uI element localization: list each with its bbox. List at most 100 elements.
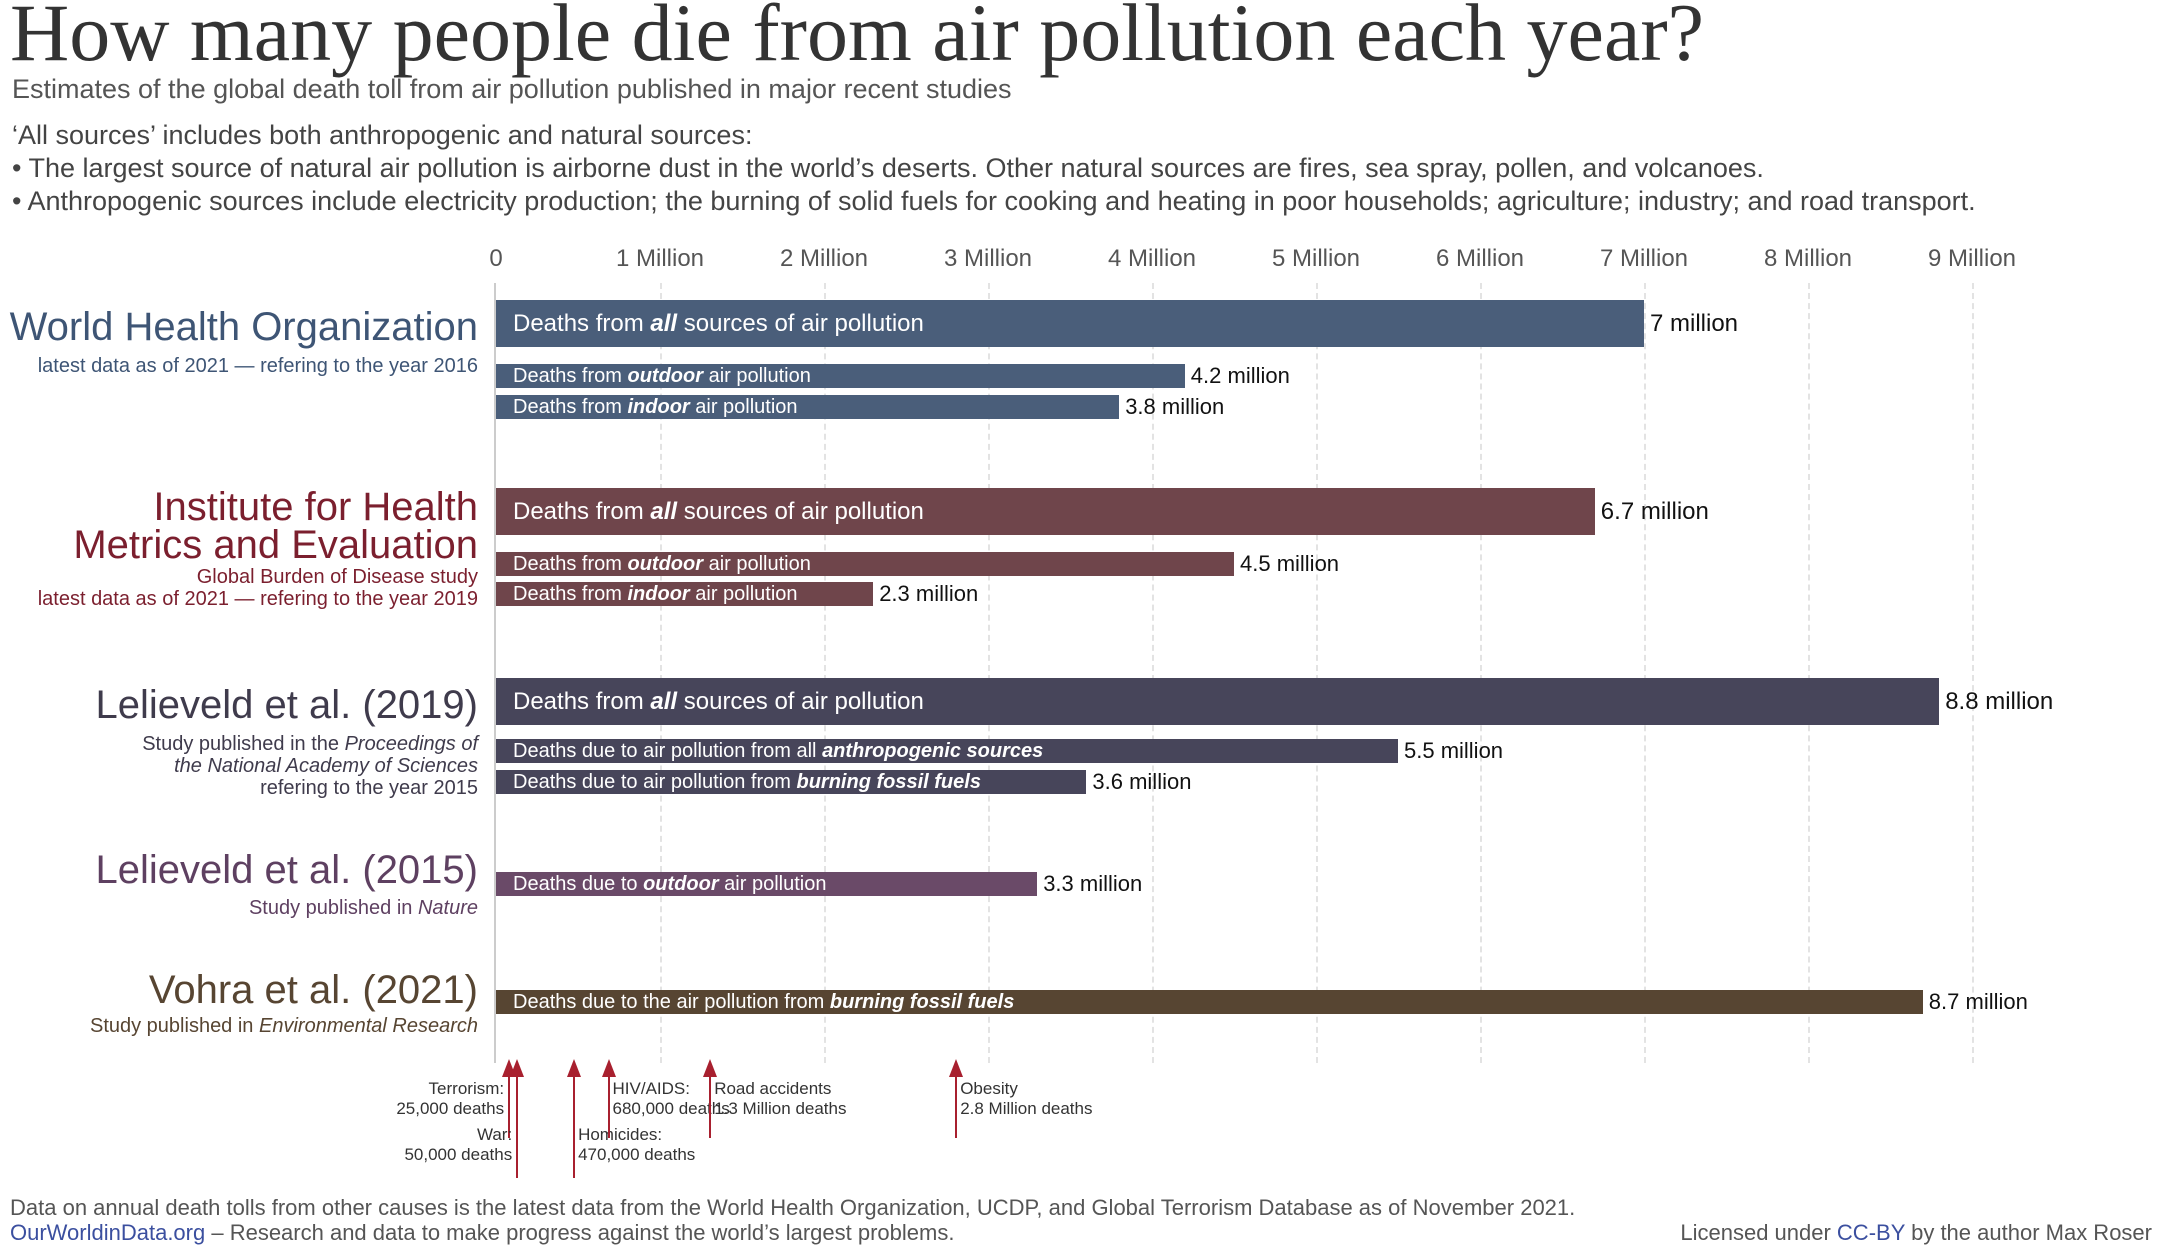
bar-label-emphasis: burning fossil fuels [829,990,1015,1013]
group-subtitle: Study published in Nature [249,897,478,920]
gridline [824,283,826,1063]
gridline [1808,283,1810,1063]
note-line: • Anthropogenic sources include electric… [12,186,1976,216]
reference-arrow [573,1073,576,1178]
chart-subtitle: Estimates of the global death toll from … [12,74,1012,104]
data-bar[interactable]: Deaths due to outdoor air pollution [496,872,1038,896]
reference-deaths: 1.3 Million deaths [714,1099,847,1118]
license-post: by the author Max Roser [1904,1220,2152,1245]
bar-label-text: sources of air pollution [677,309,924,337]
bar-label-text: Deaths due to air pollution from [513,770,797,793]
source-note: Data on annual death tolls from other ca… [10,1195,1576,1220]
gridline [1480,283,1482,1063]
value-label: 5.5 million [1404,738,1504,764]
bar-label-text: Deaths from [513,497,651,525]
bar-label-text: air pollution [703,364,811,387]
data-bar[interactable]: Deaths from all sources of air pollution [496,300,1644,347]
data-bar[interactable]: Deaths due to air pollution from burning… [496,770,1087,794]
gridline [1972,283,1974,1063]
group-subtitle: the National Academy of Sciences [174,755,478,778]
bar-label-emphasis: all [650,309,678,337]
data-bar[interactable]: Deaths from outdoor air pollution [496,364,1185,388]
note-line: ‘All sources’ includes both anthropogeni… [12,120,753,150]
owid-link[interactable]: OurWorldinData.org [10,1220,206,1245]
bar-label-text: Deaths due to air pollution from all [513,739,823,762]
value-label: 7 million [1650,309,1739,337]
bar-label-emphasis: outdoor [627,552,704,575]
bar-label-text: sources of air pollution [677,687,924,715]
reference-label: Homicides: 470,000 deaths [578,1125,695,1165]
data-bar[interactable]: Deaths due to the air pollution from bur… [496,990,1923,1014]
reference-deaths: 680,000 deaths [612,1099,730,1118]
value-label: 8.7 million [1928,989,2028,1015]
x-tick-label: 7 Million [1599,245,1689,272]
data-bar[interactable]: Deaths from indoor air pollution [496,395,1120,419]
bar-label-text: Deaths from [513,687,651,715]
reference-name: Homicides: [578,1125,663,1144]
reference-label: Obesity 2.8 Million deaths [960,1079,1092,1119]
x-tick-label: 5 Million [1271,245,1361,272]
reference-label: Terrorism: 25,000 deaths [396,1079,504,1119]
data-bar[interactable]: Deaths from outdoor air pollution [496,552,1234,576]
group-title: Institute for Health [153,485,478,529]
group-subtitle: Study published in Environmental Researc… [90,1015,478,1038]
data-bar[interactable]: Deaths from all sources of air pollution [496,488,1595,535]
reference-deaths: 50,000 deaths [404,1145,513,1164]
x-tick-label: 8 Million [1763,245,1853,272]
value-label: 2.3 million [879,581,979,607]
x-tick-label: 1 Million [615,245,705,272]
value-label: 3.6 million [1092,769,1192,795]
bar-label-text: Deaths from [513,309,651,337]
reference-label: War: 50,000 deaths [404,1125,512,1165]
reference-arrow [516,1073,519,1178]
bar-label-text: Deaths from [513,364,628,387]
data-bar[interactable]: Deaths due to air pollution from all ant… [496,739,1398,763]
x-tick-label: 2 Million [779,245,869,272]
value-label: 6.7 million [1600,497,1709,525]
bar-label-emphasis: burning fossil fuels [796,770,981,793]
group-title: Vohra et al. (2021) [148,968,478,1012]
subtitle-text: Study published in the [142,733,345,755]
reference-deaths: 2.8 Million deaths [960,1099,1093,1118]
bar-label-text: Deaths from [513,395,628,418]
data-bar[interactable]: Deaths from all sources of air pollution [496,678,1940,725]
gridline [1152,283,1154,1063]
bar-label-emphasis: indoor [627,582,690,605]
note-line: • The largest source of natural air poll… [12,153,1764,183]
bar-label-emphasis: indoor [627,395,690,418]
reference-arrow [508,1073,511,1138]
bar-label-emphasis: outdoor [627,364,704,387]
reference-name: War: [476,1125,513,1144]
subtitle-text: Nature [417,897,478,919]
subtitle-text: refering to the year 2015 [260,777,478,799]
gridline [660,283,662,1063]
reference-deaths: 470,000 deaths [578,1145,696,1164]
group-subtitle: latest data as of 2021 — refering to the… [38,588,478,611]
bar-label-text: air pollution [689,395,798,418]
bar-label-emphasis: all [650,497,678,525]
reference-deaths: 25,000 deaths [396,1099,505,1118]
reference-arrow [607,1073,610,1138]
value-label: 4.2 million [1190,363,1290,389]
group-subtitle: latest data as of 2021 — refering to the… [38,355,478,378]
cc-by-link[interactable]: CC-BY [1836,1220,1905,1245]
subtitle-text: Environmental Research [259,1015,478,1037]
subtitle-text: Proceedings of [344,733,478,755]
data-bar[interactable]: Deaths from indoor air pollution [496,582,874,606]
chart-title: How many people die from air pollution e… [10,0,1705,78]
group-title: World Health Organization [9,305,478,349]
group-subtitle: refering to the year 2015 [260,777,478,800]
gridline [1316,283,1318,1063]
group-subtitle: Study published in the Proceedings of [142,733,478,756]
footer-left: OurWorldinData.org – Research and data t… [10,1220,954,1246]
subtitle-text: latest data as of 2021 — refering to the… [37,588,478,610]
group-subtitle: Global Burden of Disease study [197,566,478,589]
value-label: 8.8 million [1945,687,2054,715]
license: Licensed under CC-BY by the author Max R… [1680,1220,2152,1246]
gridline [1644,283,1646,1063]
axis-zero-line [494,283,496,1063]
reference-label: HIV/AIDS: 680,000 deaths [613,1079,730,1119]
arrow-up-icon [601,1059,616,1077]
owid-tagline: – Research and data to make progress aga… [205,1220,955,1245]
bar-label-text: air pollution [689,582,798,605]
